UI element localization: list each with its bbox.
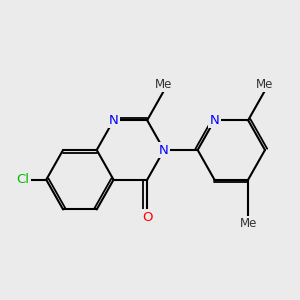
Text: Cl: Cl bbox=[16, 173, 29, 186]
Text: N: N bbox=[159, 143, 169, 157]
Text: Me: Me bbox=[239, 217, 257, 230]
Text: O: O bbox=[142, 211, 152, 224]
Text: Me: Me bbox=[155, 78, 173, 91]
Text: N: N bbox=[109, 114, 118, 127]
Text: N: N bbox=[210, 114, 219, 127]
Text: Me: Me bbox=[256, 78, 274, 91]
